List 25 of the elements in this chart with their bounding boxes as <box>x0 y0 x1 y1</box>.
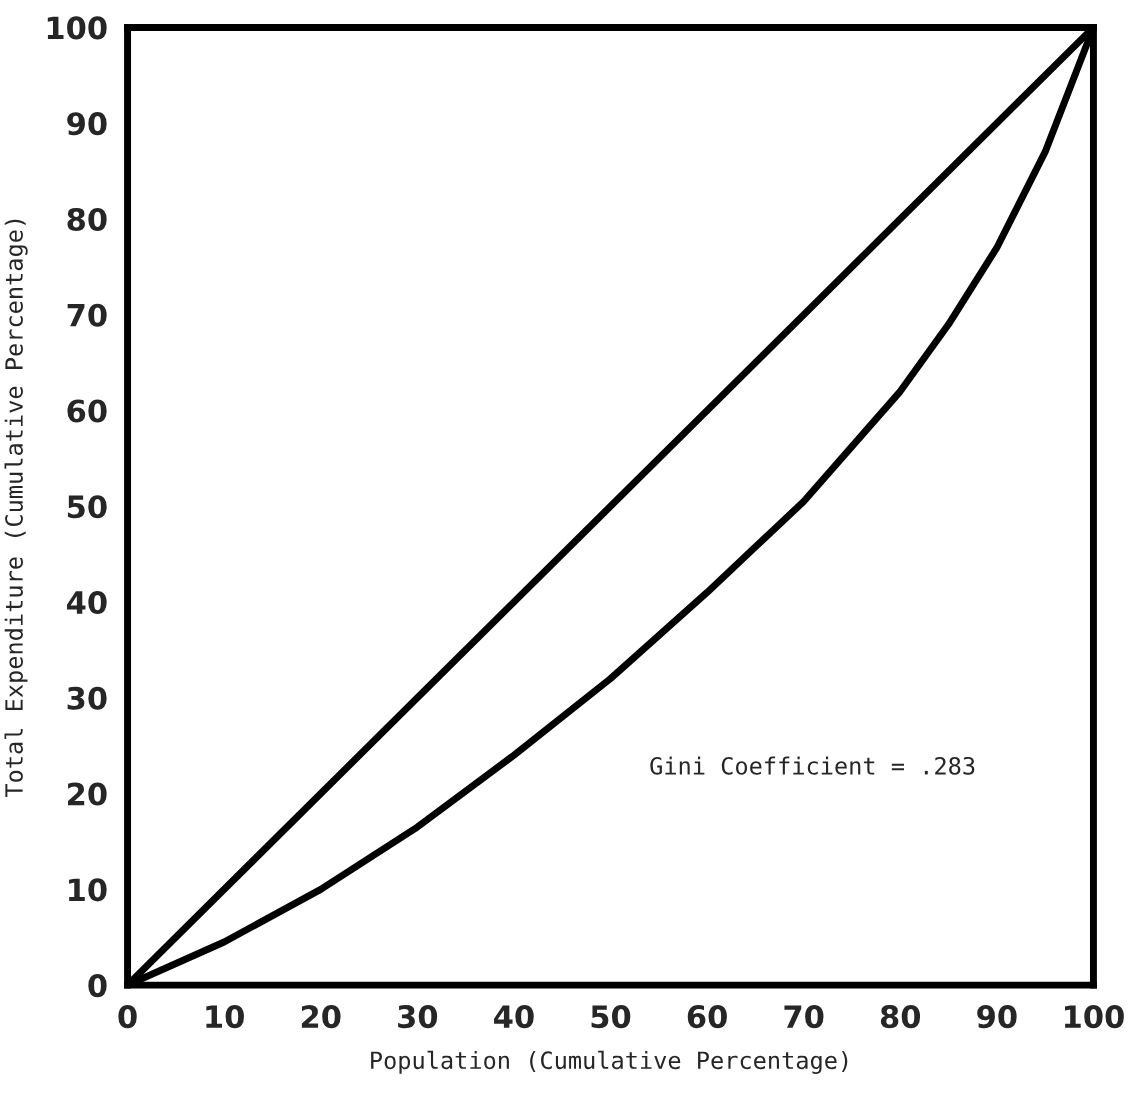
x-tick-label: 90 <box>977 1005 1017 1029</box>
y-tick-label: 90 <box>67 112 107 136</box>
annotation: Gini Coefficient = .283 <box>650 756 975 775</box>
x-tick-label: 50 <box>591 1005 631 1029</box>
y-axis-title: Total Expenditure (Cumulative Percentage) <box>4 219 28 798</box>
y-tick-label: 0 <box>88 974 107 998</box>
y-tick-label: 80 <box>67 207 107 231</box>
x-axis-title: Population (Cumulative Percentage) <box>371 1050 848 1074</box>
x-tick-label: 40 <box>494 1005 534 1029</box>
x-tick-label: 30 <box>398 1005 438 1029</box>
y-tick-label: 40 <box>66 590 107 615</box>
x-tick-label: 20 <box>301 1005 341 1029</box>
x-tick-label: 70 <box>784 1005 824 1029</box>
y-tick-label: 10 <box>69 878 107 902</box>
x-tick-label: 80 <box>880 1005 921 1029</box>
y-tick-label: 100 <box>47 16 107 40</box>
y-tick-label: 60 <box>67 399 107 423</box>
x-tick-label: 100 <box>1065 1005 1124 1029</box>
x-tick-label: 60 <box>687 1005 727 1029</box>
x-tick-label: 0 <box>118 1005 137 1029</box>
y-tick-label: 20 <box>68 782 107 806</box>
y-tick-label: 50 <box>67 495 107 519</box>
x-tick-label: 10 <box>206 1005 244 1029</box>
y-tick-label: 30 <box>67 686 107 710</box>
y-tick-label: 70 <box>67 303 107 327</box>
